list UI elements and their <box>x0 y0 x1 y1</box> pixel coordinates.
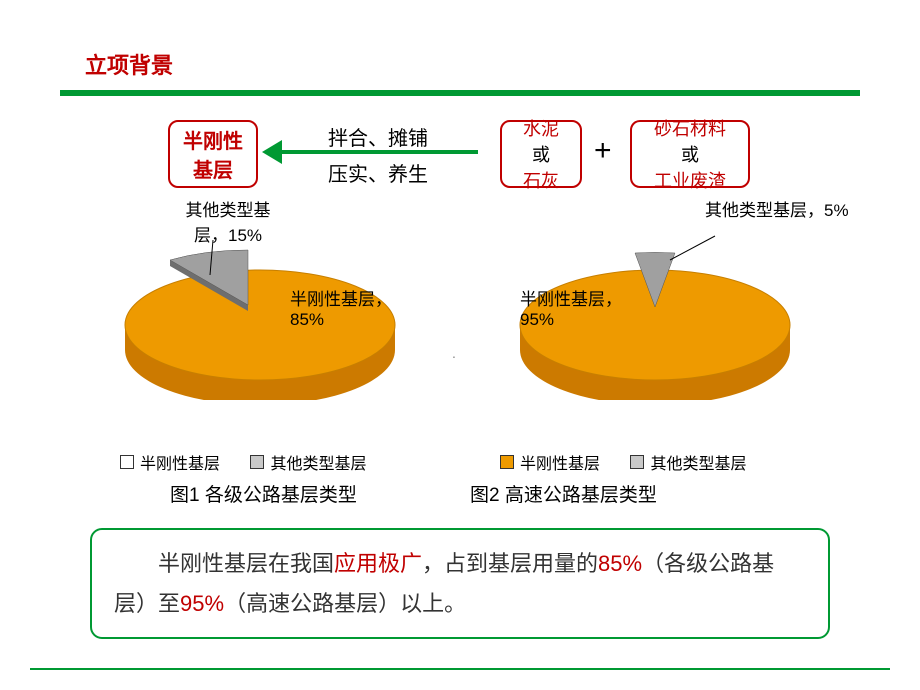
legend-chart-1: 半刚性基层 其他类型基层 <box>120 450 520 474</box>
legend-swatch-icon <box>500 455 514 469</box>
result-line1: 半刚性 <box>183 125 243 154</box>
section-title: 立项背景 <box>85 48 173 80</box>
conc-t4: 85% <box>598 551 642 576</box>
agg-line2: 工业废渣 <box>654 167 726 193</box>
binder-line2: 石灰 <box>523 167 559 193</box>
charts-area: 其他类型基层，15% 半刚性基层，85% . 其他类型基层，5% <box>0 200 920 450</box>
legend2-label2: 其他类型基层 <box>650 450 746 474</box>
conc-t1: 半刚性基层在我国 <box>114 551 334 576</box>
binder-box: 水泥 或 石灰 <box>500 120 582 188</box>
ellipsis-dot: . <box>452 345 464 351</box>
legend2-label1: 半刚性基层 <box>520 450 600 474</box>
caption-chart-2: 图2 高速公路基层类型 <box>470 480 657 507</box>
agg-mid: 或 <box>681 141 699 167</box>
conc-t2: 应用极广 <box>334 551 422 576</box>
legend1-item1: 半刚性基层 <box>120 450 220 474</box>
arrow-label-top: 拌合、摊铺 <box>268 122 488 151</box>
legend2-item2: 其他类型基层 <box>630 450 746 474</box>
binder-line1: 水泥 <box>523 115 559 141</box>
arrow-label-bottom: 压实、养生 <box>268 158 488 187</box>
conclusion-box: 半刚性基层在我国应用极广，占到基层用量的85%（各级公路基层）至95%（高速公路… <box>90 528 830 639</box>
legend1-item2: 其他类型基层 <box>250 450 366 474</box>
caption-chart-1: 图1 各级公路基层类型 <box>170 480 357 507</box>
legend-swatch-icon <box>250 455 264 469</box>
result-line2: 基层 <box>193 154 233 183</box>
conc-t3: ，占到基层用量的 <box>422 551 598 576</box>
plus-sign: + <box>594 134 612 168</box>
legend1-label2: 其他类型基层 <box>270 450 366 474</box>
pie-chart-2: 其他类型基层，5% 半刚性基层，95% <box>490 200 850 420</box>
pie2-minor-callout: 其他类型基层，5% <box>705 196 875 221</box>
divider-top <box>60 90 860 96</box>
aggregate-box: 砂石材料 或 工业废渣 <box>630 120 750 188</box>
pie1-major-label: 半刚性基层，85% <box>290 285 410 330</box>
process-arrow: 拌合、摊铺 压实、养生 <box>268 120 488 188</box>
pie-chart-1: 其他类型基层，15% 半刚性基层，85% <box>95 200 455 420</box>
legend-swatch-icon <box>120 455 134 469</box>
result-box: 半刚性 基层 <box>168 120 258 188</box>
conc-t7: （高速公路基层）以上。 <box>224 591 466 616</box>
conc-t6: 95% <box>180 591 224 616</box>
legend2-item1: 半刚性基层 <box>500 450 600 474</box>
process-flow: 半刚性 基层 拌合、摊铺 压实、养生 水泥 或 石灰 + 砂石材料 或 工业废渣 <box>0 120 920 200</box>
legend1-label1: 半刚性基层 <box>140 450 220 474</box>
agg-line1: 砂石材料 <box>654 115 726 141</box>
arrow-line-icon <box>278 150 478 154</box>
divider-bottom <box>30 668 890 670</box>
legend-chart-2: 半刚性基层 其他类型基层 <box>500 450 900 474</box>
legend-swatch-icon <box>630 455 644 469</box>
pie2-major-label: 半刚性基层，95% <box>520 285 640 330</box>
binder-mid: 或 <box>532 141 550 167</box>
